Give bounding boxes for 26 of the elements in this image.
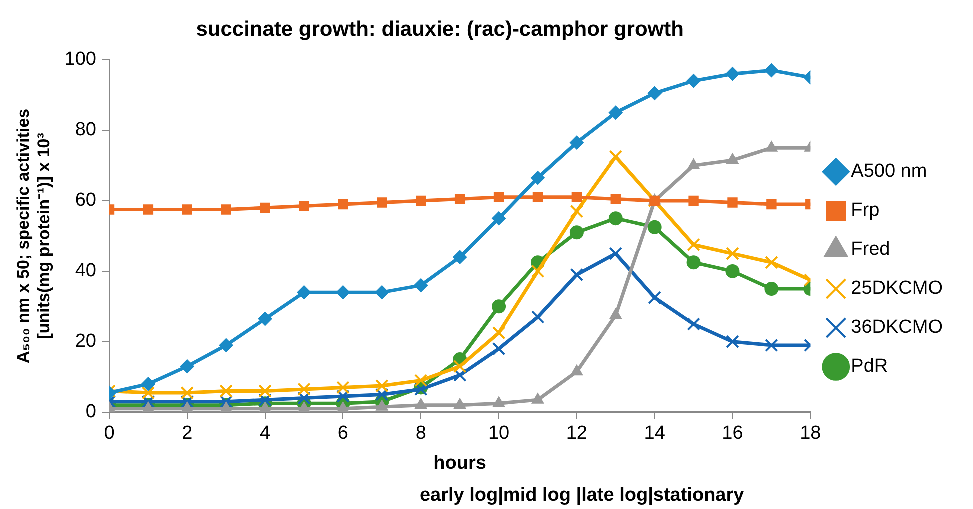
- x-tick-label: 14: [644, 423, 666, 444]
- text: early log|mid log |late log|stationary: [420, 485, 745, 506]
- y-axis-title: A₅₀₀ nm x 50; specific activities [units(mg protein⁻¹)] x 10³: [14, 108, 54, 364]
- legend-label: PdR: [851, 356, 888, 378]
- x-axis-title: hours: [434, 452, 486, 474]
- y-tick-label: 60: [75, 190, 96, 212]
- y-tick-label: 100: [64, 49, 96, 70]
- x-tick-label: 6: [338, 423, 349, 444]
- x-tick-label: 10: [488, 423, 510, 444]
- x-tick-label: 0: [104, 423, 115, 444]
- legend-label: 36DKCMO: [851, 317, 944, 338]
- y-tick-label: 0: [86, 402, 96, 423]
- y-tick-label: 40: [75, 260, 96, 282]
- y-tick-label: 80: [75, 120, 96, 141]
- legend-label: Frp: [851, 200, 880, 222]
- y-tick-label: 20: [75, 331, 96, 352]
- x-tick-label: 12: [566, 423, 588, 444]
- chart-title: succinate growth: diauxie: (rac)-camphor growth: [196, 18, 684, 41]
- x-tick-label: 18: [800, 423, 822, 444]
- legend-label: A500 nm: [851, 161, 928, 182]
- x-tick-label: 2: [182, 423, 193, 444]
- x-tick-label: 16: [722, 423, 744, 444]
- x-tick-label: 4: [260, 423, 272, 444]
- legend-label: Fred: [851, 239, 890, 260]
- x-tick-label: 8: [416, 423, 426, 444]
- legend-label: 25DKCMO: [851, 278, 944, 300]
